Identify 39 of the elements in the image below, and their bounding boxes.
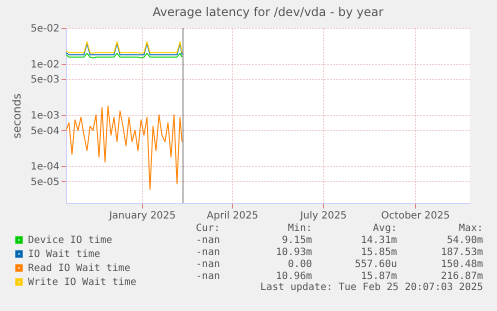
text: 15.87m <box>360 271 397 282</box>
legend-label: IO Wait time <box>28 249 100 260</box>
line-series <box>66 105 182 190</box>
text: Last update: Tue Feb 25 20:07:03 2025 <box>260 282 483 294</box>
text: -nan <box>196 247 220 259</box>
y-tick-label: 5e-04 <box>30 126 60 137</box>
y-tick-label: 5e-02 <box>30 24 60 34</box>
text: 14.31m <box>360 235 397 247</box>
y-tick-label: 5e-03 <box>30 74 60 86</box>
x-tick-label: April 2025 <box>206 210 258 222</box>
text: 0.00 <box>288 259 312 271</box>
text: Cur: <box>196 223 220 235</box>
text: -nan <box>196 235 220 247</box>
x-tick-label: January 2025 <box>108 210 176 222</box>
x-tick-label: October 2025 <box>381 210 450 222</box>
text: 557.60u <box>354 259 397 271</box>
text: 54.90m <box>446 235 483 247</box>
chart-title: Average latency for /dev/vda - by year <box>152 5 384 19</box>
text: -nan <box>196 259 220 271</box>
text: -nan <box>196 271 220 283</box>
text: 150.48m <box>440 259 483 271</box>
x-tick-label: July 2025 <box>299 210 347 222</box>
legend-label: Read IO Wait time <box>28 263 130 274</box>
text: 10.93m <box>276 247 312 259</box>
text: 15.85m <box>360 247 397 259</box>
text: Avg: <box>372 223 397 235</box>
text: Min: <box>288 223 312 235</box>
y-tick-label: 1e-03 <box>30 110 60 122</box>
y-tick-label: 1e-04 <box>30 162 60 173</box>
y-axis-title: seconds <box>10 93 24 138</box>
legend-label: Write IO Wait time <box>28 277 136 288</box>
text: Max: <box>458 223 483 235</box>
text: 10.96m <box>276 271 312 282</box>
y-tick-label: 1e-02 <box>30 59 60 70</box>
y-tick-label: 5e-05 <box>30 177 60 188</box>
legend-label: Device IO time <box>28 235 112 246</box>
text: 187.53m <box>440 247 483 259</box>
text: 9.15m <box>282 235 312 247</box>
text: 216.87m <box>440 271 483 282</box>
